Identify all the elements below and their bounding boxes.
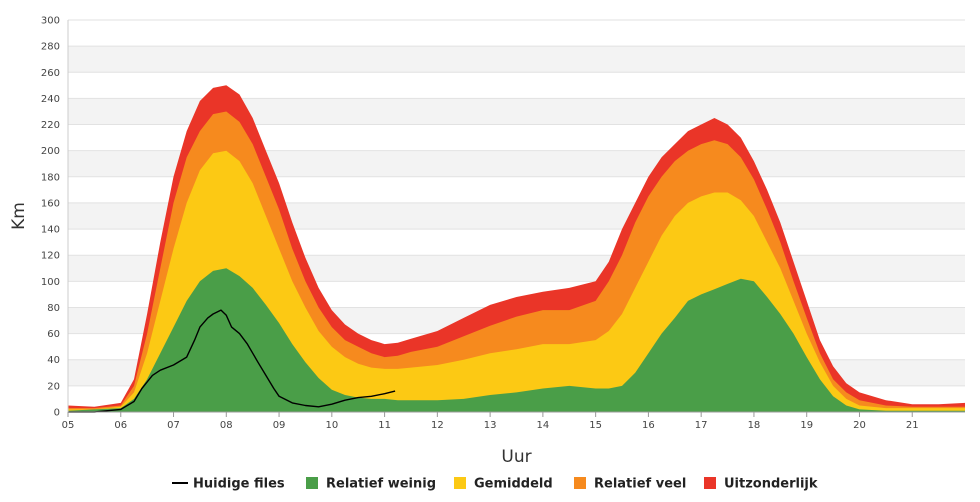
y-tick-label: 120 — [41, 251, 60, 262]
line-huidige-files — [68, 309, 396, 413]
legend-swatch-uitzonderlijk — [704, 477, 716, 489]
x-tick-label: 09 — [273, 420, 286, 431]
y-tick-label: 100 — [41, 277, 60, 288]
x-tick-label: 10 — [325, 420, 338, 431]
x-tick-label: 17 — [695, 420, 708, 431]
x-tick-label: 08 — [220, 420, 233, 431]
legend-swatch-gemiddeld — [454, 477, 466, 489]
y-tick-label: 260 — [41, 68, 60, 79]
x-tick-label: 21 — [906, 420, 919, 431]
legend-label-relatief-veel: Relatief veel — [594, 477, 686, 492]
x-tick-label: 19 — [800, 420, 813, 431]
y-axis-ticks: 0 20 40 60 80 100 120 140 160 180 200 220 240 260 280 3… — [41, 16, 60, 419]
legend-swatch-relatief-weinig — [306, 477, 318, 489]
y-tick-label: 180 — [41, 172, 60, 183]
y-tick-label: 200 — [41, 146, 60, 157]
x-tick-label: 18 — [748, 420, 761, 431]
area-relatief-weinig — [68, 268, 965, 412]
x-tick-label: 14 — [537, 420, 550, 431]
x-tick-label: 16 — [642, 420, 655, 431]
x-tick-label: 20 — [853, 420, 866, 431]
x-tick-label: 15 — [589, 420, 602, 431]
y-tick-label: 160 — [41, 198, 60, 209]
x-tick-label: 11 — [378, 420, 391, 431]
grid-band — [68, 46, 965, 73]
current-line-layer — [68, 309, 396, 413]
y-tick-label: 20 — [47, 381, 60, 392]
x-tick-label: 06 — [114, 420, 127, 431]
y-tick-label: 220 — [41, 120, 60, 131]
x-tick-label: 07 — [167, 420, 180, 431]
y-tick-label: 300 — [41, 16, 60, 27]
x-tick-label: 13 — [484, 420, 497, 431]
legend-label-huidige-files: Huidige files — [193, 477, 285, 492]
y-axis-title: Km — [9, 202, 29, 230]
legend-label-gemiddeld: Gemiddeld — [474, 477, 553, 492]
axes — [67, 20, 965, 413]
legend-label-relatief-weinig: Relatief weinig — [326, 477, 436, 492]
y-tick-label: 40 — [47, 355, 60, 366]
x-axis-title: Uur — [501, 447, 531, 467]
y-tick-label: 240 — [41, 94, 60, 105]
y-tick-label: 60 — [47, 329, 60, 340]
legend: Huidige files Relatief weinig Gemiddeld Rel… — [172, 477, 818, 492]
legend-label-uitzonderlijk: Uitzonderlijk — [724, 477, 818, 492]
y-tick-label: 0 — [54, 408, 60, 419]
y-tick-label: 280 — [41, 42, 60, 53]
x-tick-label: 12 — [431, 420, 444, 431]
y-tick-label: 140 — [41, 225, 60, 236]
legend-swatch-relatief-veel — [574, 477, 586, 489]
x-axis-ticks: 05 06 07 08 09 10 11 12 13 14 15 16 17 18 19 20 21 — [62, 412, 919, 431]
x-tick-label: 05 — [62, 420, 75, 431]
y-tick-label: 80 — [47, 303, 60, 314]
stacked-areas — [68, 85, 965, 413]
